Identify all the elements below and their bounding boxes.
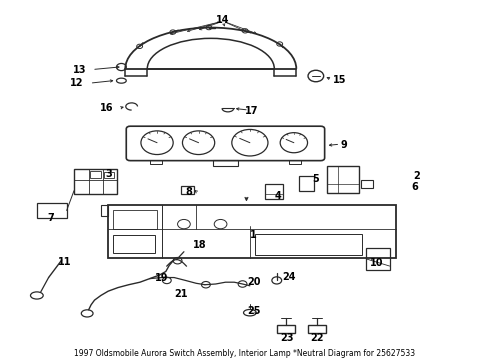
Text: 13: 13: [73, 64, 86, 75]
Bar: [327, 166, 359, 193]
Bar: [74, 168, 117, 194]
Bar: [104, 172, 114, 178]
Bar: [90, 171, 101, 178]
Text: 3: 3: [106, 169, 113, 179]
Bar: [37, 203, 67, 219]
Text: 14: 14: [216, 15, 230, 26]
Text: 20: 20: [247, 277, 261, 287]
Bar: [289, 160, 301, 164]
Text: 5: 5: [313, 174, 319, 184]
Text: 6: 6: [411, 182, 418, 192]
Text: 8: 8: [185, 187, 192, 197]
Text: 23: 23: [280, 333, 294, 343]
Bar: [113, 235, 155, 253]
Bar: [299, 176, 315, 191]
Text: 2: 2: [414, 171, 420, 181]
Text: 11: 11: [58, 257, 72, 267]
Bar: [265, 184, 283, 199]
Text: 21: 21: [174, 289, 188, 299]
Text: 4: 4: [274, 191, 281, 201]
Bar: [277, 325, 295, 333]
Text: 7: 7: [48, 213, 54, 222]
Text: 1997 Oldsmobile Aurora Switch Assembly, Interior Lamp *Neutral Diagram for 25627: 1997 Oldsmobile Aurora Switch Assembly, …: [74, 349, 416, 358]
Bar: [366, 248, 390, 270]
Bar: [361, 180, 373, 188]
Bar: [308, 325, 326, 333]
Text: 18: 18: [193, 240, 206, 250]
Text: 17: 17: [245, 106, 259, 116]
Bar: [180, 186, 194, 194]
Text: 22: 22: [311, 333, 324, 343]
Text: 12: 12: [70, 78, 84, 88]
Bar: [108, 205, 396, 258]
Bar: [213, 160, 238, 166]
Bar: [255, 234, 362, 255]
Bar: [113, 210, 157, 229]
Text: 10: 10: [370, 258, 384, 268]
Text: 24: 24: [282, 272, 295, 282]
Bar: [101, 205, 108, 216]
Text: 15: 15: [333, 75, 346, 85]
Text: 16: 16: [99, 103, 113, 113]
Text: 9: 9: [340, 140, 347, 150]
Text: 1: 1: [250, 230, 257, 239]
Bar: [150, 160, 162, 164]
Text: 19: 19: [155, 273, 169, 283]
Text: 25: 25: [247, 306, 261, 316]
